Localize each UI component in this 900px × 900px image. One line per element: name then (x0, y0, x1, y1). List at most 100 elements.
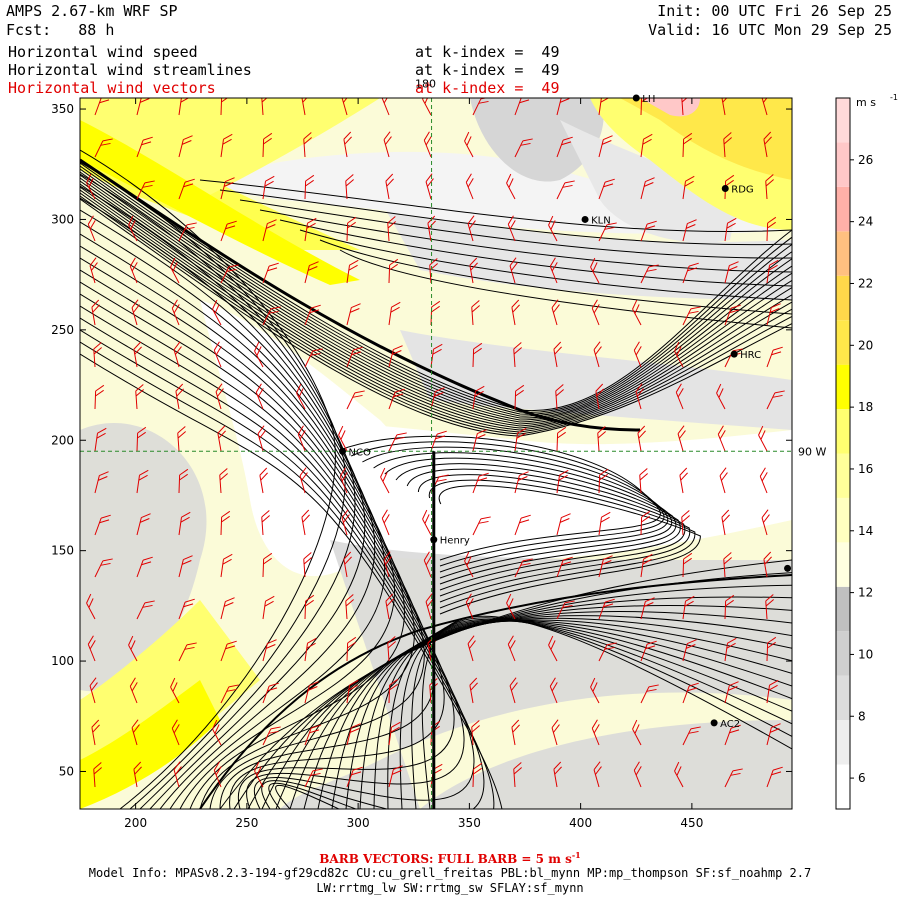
wind-barb-shaft (262, 138, 265, 158)
wind-barb-flag (182, 91, 191, 98)
plot-title: AMPS 2.67-km WRF SP (6, 2, 178, 20)
wind-barb-flag (557, 426, 567, 434)
wind-barb-flag (716, 383, 722, 394)
wind-barb-shaft (178, 644, 188, 662)
wind-barb-flag (173, 304, 180, 314)
wind-barb-flag (771, 303, 781, 308)
wind-barb-flag (88, 178, 94, 188)
init-time: Init: 00 UTC Fri 26 Sep 25 (657, 2, 892, 20)
wind-barb-shaft (593, 769, 600, 788)
wind-barb-flag (438, 474, 449, 478)
wind-barb (297, 425, 306, 452)
wind-barb-flag (263, 557, 272, 565)
wind-barb-shaft (472, 475, 480, 494)
colorbar-tick-label: 22 (858, 276, 873, 290)
wind-barb (304, 217, 317, 242)
wind-barb (472, 342, 483, 368)
wind-barb-flag (297, 425, 304, 435)
wind-barb-flag (731, 304, 741, 309)
y-tick-label: 150 (51, 544, 74, 558)
wind-barb (177, 426, 186, 452)
streamline (373, 620, 792, 809)
wind-barb (506, 173, 516, 200)
wind-barb-flag (261, 98, 270, 103)
wind-barb-flag (267, 267, 278, 272)
wind-barb (766, 723, 781, 746)
wind-barb (259, 467, 268, 494)
wind-barb-shaft (423, 560, 432, 578)
wind-barb-shaft (765, 181, 768, 200)
wind-barb-flag (351, 303, 361, 308)
wind-barb-flag (222, 91, 230, 97)
wind-barb (514, 384, 525, 410)
wind-barb-flag (467, 215, 475, 224)
wind-barb-flag (298, 388, 304, 398)
wind-barb-flag (265, 224, 276, 229)
wind-barb (682, 219, 697, 242)
wind-barb-flag (387, 216, 396, 224)
wind-barb (640, 640, 657, 662)
wind-barb-flag (683, 137, 692, 145)
wind-barb-flag (348, 684, 358, 691)
wind-barb-shaft (472, 768, 475, 788)
wind-barb-flag (641, 98, 650, 103)
wind-barb (514, 427, 527, 452)
wind-barb-flag (99, 519, 110, 524)
wind-barb-shaft (598, 181, 606, 200)
wind-barb (94, 384, 105, 410)
wind-barb-shaft (556, 559, 564, 578)
wind-barb-shaft (388, 349, 394, 368)
wind-barb-flag (89, 677, 97, 686)
wind-barbs (86, 91, 785, 788)
wind-barb-flag (647, 220, 657, 225)
wind-barb-flag (338, 425, 344, 436)
wind-barb (591, 299, 600, 326)
colorbar-tick-label: 26 (858, 153, 873, 167)
wind-barb-flag (522, 558, 533, 562)
wind-barb-flag (634, 724, 640, 734)
colorbar-swatch (836, 675, 850, 721)
wind-barb (593, 341, 602, 368)
wind-barb-flag (475, 385, 485, 392)
wind-barb-shaft (724, 727, 732, 746)
colorbar-tick-label: 16 (858, 462, 873, 476)
wind-barb (465, 593, 474, 620)
wind-barb-shaft (175, 391, 180, 410)
wind-barb-flag (393, 765, 403, 770)
wind-barb-flag (227, 640, 237, 645)
field-level-speed: at k-index = 49 (415, 43, 560, 61)
wind-barb-flag (131, 682, 138, 692)
wind-barb-shaft (262, 265, 270, 284)
wind-barb-shaft (345, 181, 348, 200)
wind-barb (387, 216, 396, 242)
wind-barb (213, 761, 222, 788)
wind-barb-shaft (87, 644, 96, 662)
wind-barb (766, 679, 779, 704)
wind-barb (674, 341, 684, 368)
wind-barb-shaft (178, 139, 184, 158)
wind-barb-shaft (178, 517, 183, 536)
wind-barb-flag (99, 99, 110, 104)
wind-barb-shaft (304, 685, 310, 704)
field-name-streamlines: Horizontal wind streamlines (8, 61, 252, 79)
wind-barb-shaft (766, 222, 769, 242)
wind-barb-flag (135, 389, 144, 397)
wind-barb-flag (727, 266, 738, 271)
wind-barb-flag (685, 175, 695, 182)
wind-barb-flag (351, 723, 361, 728)
wind-barb-flag (592, 682, 598, 692)
wind-barb-flag (519, 99, 530, 104)
wind-barb-flag (179, 468, 189, 476)
wind-barb-flag (718, 388, 724, 398)
wind-barb (220, 220, 237, 242)
wind-barb-flag (184, 646, 195, 650)
wind-barb-flag (641, 510, 651, 518)
wind-barb-shaft (640, 601, 646, 620)
wind-barb (556, 426, 567, 452)
wind-barb (633, 761, 642, 788)
wind-barb (304, 348, 323, 368)
wind-barb-shaft (220, 686, 230, 704)
wind-barb-flag (390, 726, 400, 733)
wind-barb-flag (257, 425, 265, 434)
wind-barb-shaft (632, 308, 642, 326)
